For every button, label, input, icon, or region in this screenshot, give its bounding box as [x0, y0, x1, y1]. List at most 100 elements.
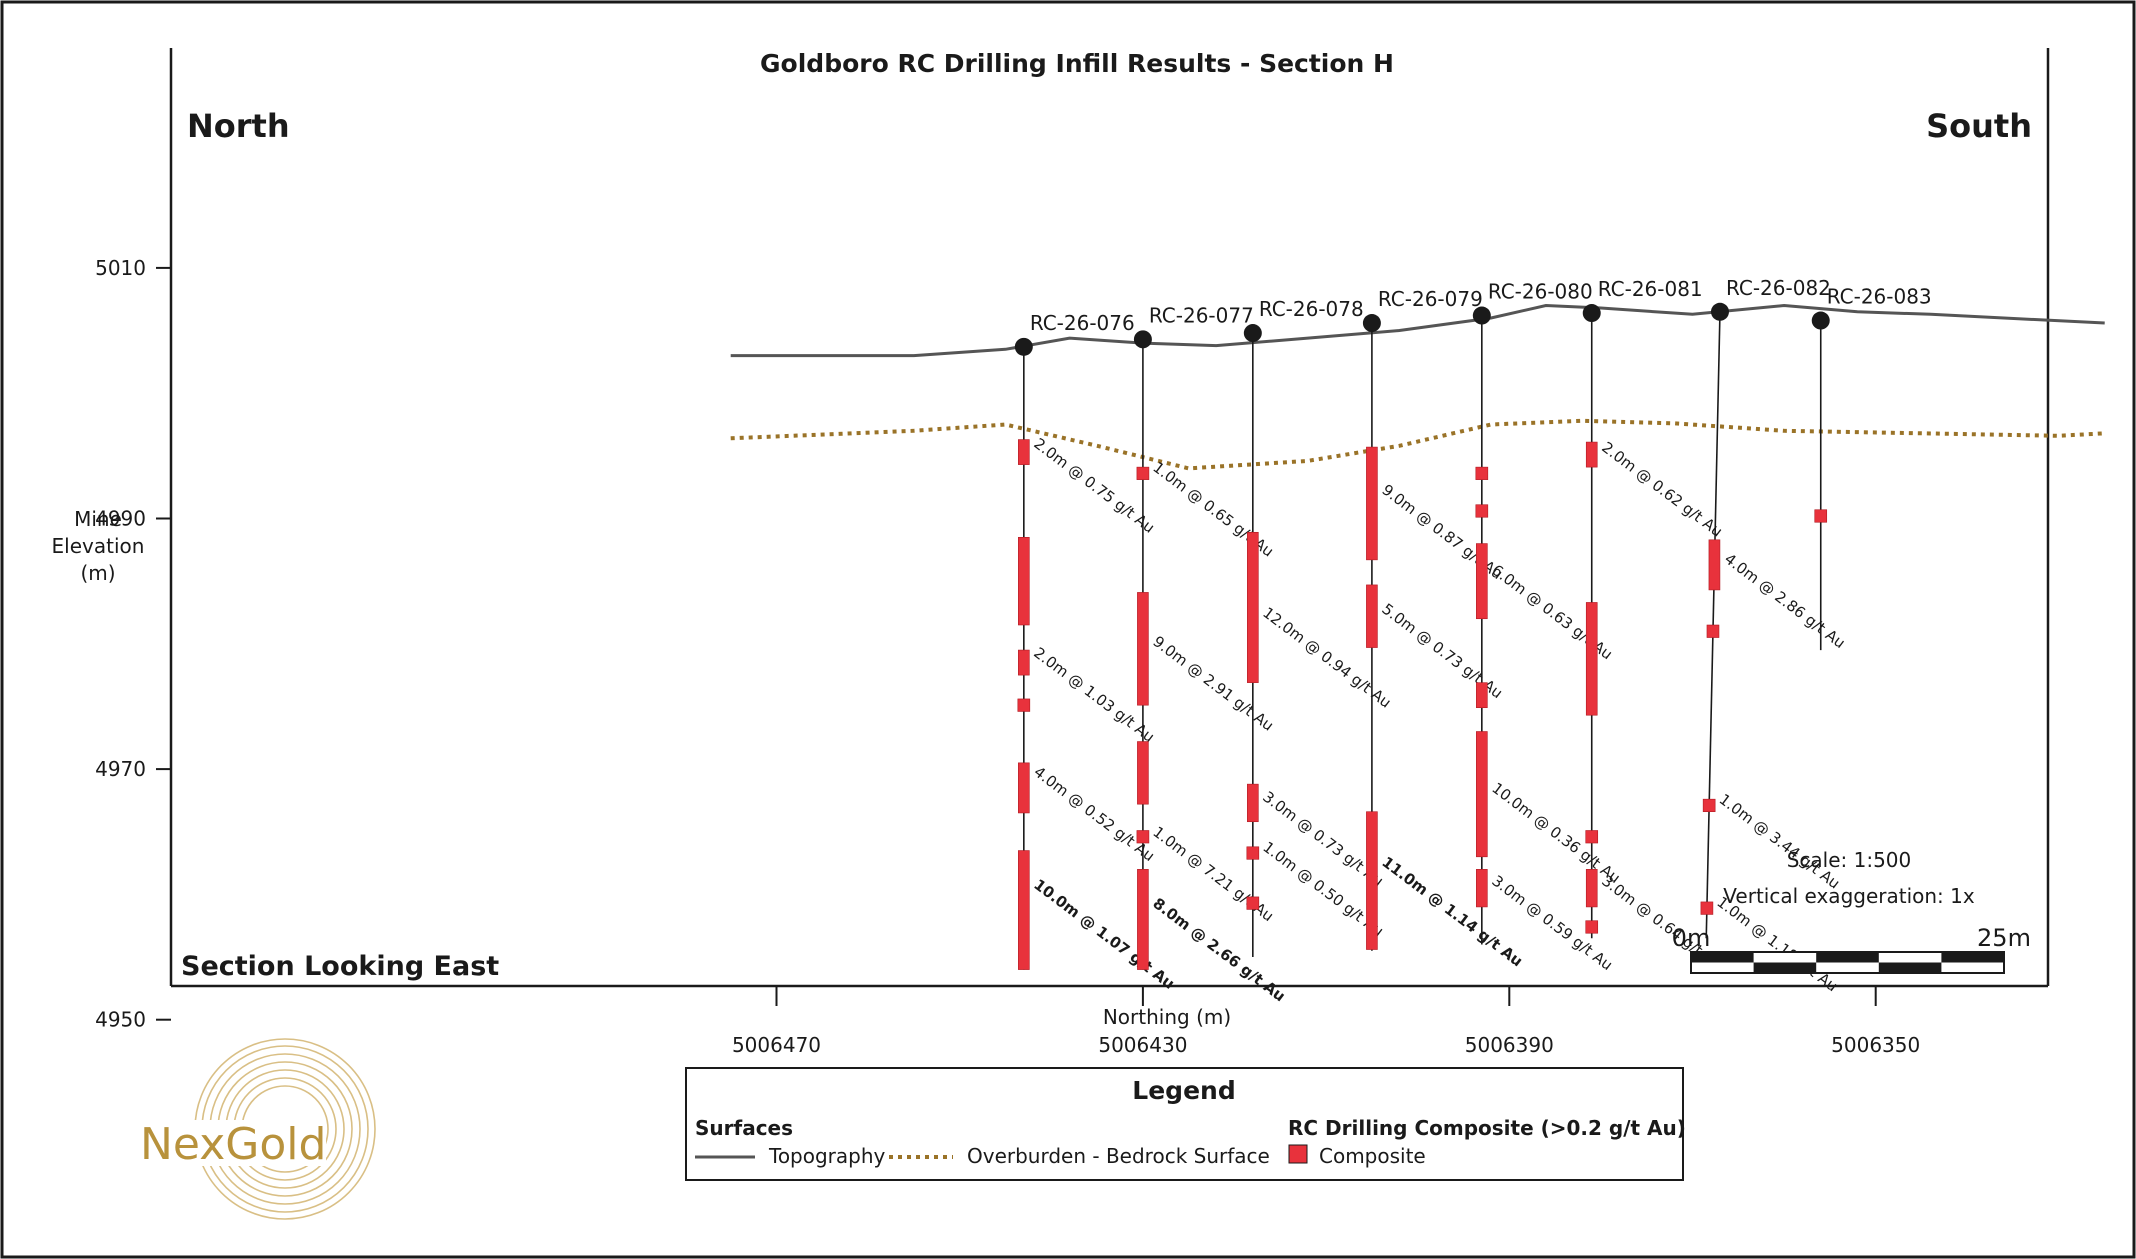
scale-bar-start-label: 0m [1672, 924, 1711, 952]
legend: Legend Surfaces Topography Overburden - … [685, 1067, 1686, 1181]
overburden-bedrock-surface-line [730, 418, 2105, 471]
legend-composite-label: Composite [1319, 1144, 1426, 1168]
drill-hole-name: RC-26-079 [1378, 287, 1483, 311]
composite-interval [1018, 439, 1030, 465]
composite-interval [1247, 531, 1259, 683]
composite-interval [1246, 896, 1260, 910]
scale-bar-segment [1941, 952, 2004, 963]
y-tick-label: 5010 [95, 256, 146, 280]
composite-interval [1366, 811, 1378, 950]
drill-collar-marker [1133, 330, 1152, 349]
composite-interval [1476, 682, 1488, 709]
composite-interval [1708, 539, 1721, 591]
drill-collar-marker [1014, 337, 1033, 356]
composite-interval-label: 10.0m @ 1.07 g/t Au [1030, 875, 1178, 992]
composite-interval [1137, 869, 1149, 970]
composite-interval [1136, 466, 1150, 480]
x-axis-label: Northing (m) [1103, 1005, 1231, 1029]
composite-interval [1476, 731, 1488, 858]
scale-bar: 0m 25m [1672, 924, 2031, 974]
composite-interval [1585, 602, 1598, 716]
y-tick-label: 4950 [95, 1008, 146, 1032]
composite-interval [1366, 446, 1378, 561]
logo-wordmark: NexGold [140, 1119, 326, 1170]
legend-rc-heading: RC Drilling Composite (>0.2 g/t Au) [1288, 1116, 1686, 1140]
logo-text-backing [136, 1120, 326, 1166]
composite-interval-label: 1.0m @ 1.18 g/t Au [1714, 893, 1842, 995]
drill-collar-marker [1362, 314, 1381, 333]
y-tick-label: 4990 [95, 507, 146, 531]
composite-interval-label: 10.0m @ 0.36 g/t Au [1488, 779, 1623, 887]
drill-hole-name: RC-26-078 [1259, 297, 1364, 321]
composite-interval [1706, 624, 1720, 638]
y-axis-label-line-3: (m) [80, 561, 115, 585]
scale-bar-segment [1816, 952, 1879, 963]
drill-collar-marker [1472, 306, 1491, 325]
nexgold-logo: NexGold [136, 1038, 376, 1220]
composite-interval [1018, 762, 1030, 814]
x-tick-label: 5006350 [1831, 1033, 1920, 1057]
scale-bar-segment [1753, 962, 1817, 973]
composite-interval-label: 1.0m @ 3.44 g/t Au [1716, 790, 1844, 892]
composite-interval [1018, 850, 1030, 970]
composite-interval [1136, 830, 1150, 844]
composite-interval [1585, 441, 1598, 468]
composite-interval [1366, 584, 1378, 648]
scale-bar-segment [1691, 952, 1754, 963]
composite-interval-label: 11.0m @ 1.14 g/t Au [1379, 853, 1527, 970]
composite-interval [1702, 798, 1716, 813]
vertical-exaggeration-text: Vertical exaggeration: 1x [1723, 884, 1975, 908]
drill-collar-marker [1243, 324, 1262, 343]
x-tick-label: 5006390 [1465, 1033, 1554, 1057]
y-axis-label-line-1: Mine [74, 507, 122, 531]
composite-interval [1018, 536, 1030, 626]
composite-interval [1475, 504, 1489, 518]
composite-interval [1137, 592, 1149, 706]
drill-hole-name: RC-26-077 [1149, 303, 1254, 327]
composite-interval [1475, 466, 1489, 480]
drill-hole-name: RC-26-081 [1598, 277, 1703, 301]
drill-hole-name: RC-26-082 [1726, 276, 1831, 300]
legend-composite-swatch [1288, 1144, 1308, 1164]
x-tick-label: 5006470 [732, 1033, 821, 1057]
x-tick-label: 5006430 [1098, 1033, 1187, 1057]
scale-text: Scale: 1:500 [1787, 848, 1912, 872]
composite-interval-label: 2.0m @ 0.62 g/t Au [1598, 438, 1726, 540]
legend-surfaces-heading: Surfaces [695, 1116, 793, 1140]
south-label: South [1926, 107, 2032, 145]
composite-interval [1585, 830, 1599, 844]
scale-bar-end-label: 25m [1977, 924, 2031, 952]
y-axis: 5010 4990 4970 4950 Mine Elevation (m) [52, 256, 171, 1032]
composite-interval [1476, 869, 1488, 908]
composite-interval [1814, 509, 1828, 523]
drill-hole-name: RC-26-083 [1827, 285, 1932, 309]
drill-hole-name: RC-26-080 [1488, 280, 1593, 304]
drill-hole-rc-26-083: RC-26-083 [1811, 285, 1932, 651]
north-label: North [187, 107, 290, 145]
composite-interval [1700, 901, 1714, 915]
x-axis: 5006470 5006430 5006390 5006350 Northing (m… [732, 986, 1920, 1057]
drill-collar-marker [1811, 311, 1830, 330]
drill-collar-marker [1710, 302, 1729, 321]
composite-interval-label: 4.0m @ 2.86 g/t Au [1721, 550, 1849, 652]
composite-interval [1018, 649, 1030, 676]
scale-bar-segment [1878, 962, 1942, 973]
section-view-label: Section Looking East [181, 951, 499, 982]
composite-interval [1246, 846, 1260, 860]
composite-interval-label: 2.0m @ 0.75 g/t Au [1030, 434, 1158, 536]
figure-title: Goldboro RC Drilling Infill Results - Se… [760, 49, 1394, 78]
composite-interval [1585, 869, 1598, 908]
drill-collar-marker [1582, 304, 1601, 323]
y-axis-label-line-2: Elevation [52, 534, 145, 558]
topography-line [730, 303, 2105, 358]
drill-hole-name: RC-26-076 [1030, 311, 1135, 335]
composite-interval [1247, 783, 1259, 823]
legend-title: Legend [1132, 1076, 1235, 1105]
legend-overburden-label: Overburden - Bedrock Surface [967, 1144, 1270, 1168]
